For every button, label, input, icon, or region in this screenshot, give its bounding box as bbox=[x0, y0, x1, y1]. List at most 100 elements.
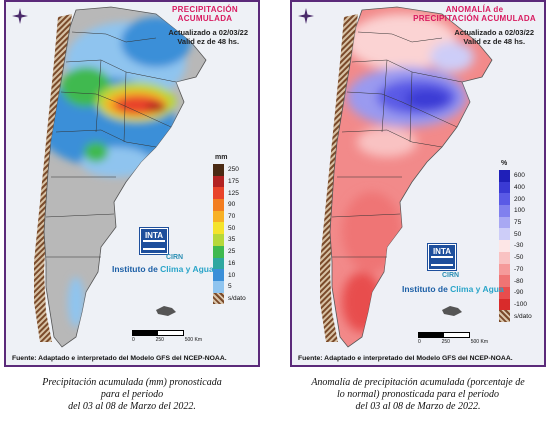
legend-row: 5 bbox=[213, 280, 252, 293]
legend-row: 175 bbox=[213, 175, 252, 188]
legend-unit: % bbox=[501, 160, 508, 167]
legend-swatch bbox=[213, 164, 224, 176]
legend-label: 250 bbox=[228, 166, 239, 174]
institute-name: Instituto de Clima y Agua bbox=[112, 264, 214, 274]
legend-label: 16 bbox=[228, 259, 236, 267]
legend-label: 10 bbox=[228, 271, 236, 279]
source-note: Fuente: Adaptado e interpretado del Mode… bbox=[12, 355, 227, 362]
legend-label: 50 bbox=[228, 224, 236, 232]
legend-swatch bbox=[499, 251, 510, 264]
legend-label: s/dato bbox=[228, 294, 246, 302]
legend-row: 400 bbox=[499, 181, 538, 194]
legend-label: 75 bbox=[514, 219, 522, 227]
cirn-label: CIRN bbox=[442, 272, 460, 279]
legend-label: -90 bbox=[514, 289, 524, 297]
map-scale: 0 250 500 Km bbox=[418, 332, 488, 345]
legend-label: 125 bbox=[228, 189, 239, 197]
province-borders bbox=[45, 31, 177, 258]
legend-swatch bbox=[499, 205, 510, 217]
legend-row: 50 bbox=[499, 228, 538, 241]
precipitation-map-panel: PRECIPITACIÓN ACUMULADA Actualizado a 02… bbox=[4, 0, 260, 367]
cirn-label: CIRN bbox=[166, 254, 184, 261]
compass-rose-icon bbox=[12, 8, 28, 24]
legend-row: -50 bbox=[499, 251, 538, 264]
legend-swatch bbox=[213, 234, 224, 246]
legend-row: 70 bbox=[213, 210, 252, 223]
legend-swatch bbox=[499, 310, 510, 322]
legend-swatch bbox=[213, 222, 224, 235]
legend-label: 600 bbox=[514, 172, 525, 180]
legend-row: 90 bbox=[213, 199, 252, 211]
legend-label: 50 bbox=[514, 230, 522, 238]
map-subtitle: Actualizado a 02/03/22 Valid ez de 48 hs… bbox=[454, 28, 534, 46]
legend-swatch bbox=[499, 240, 510, 252]
map-title: PRECIPITACIÓN ACUMULADA bbox=[172, 5, 238, 23]
legend-row: 125 bbox=[213, 187, 252, 200]
legend-swatch bbox=[213, 187, 224, 200]
precipitation-map bbox=[34, 6, 207, 348]
legend-row: -90 bbox=[499, 286, 538, 299]
legend-label: -70 bbox=[514, 265, 524, 273]
legend-row: 600 bbox=[499, 170, 538, 182]
legend-label: 25 bbox=[228, 248, 236, 256]
legend-row: s/dato bbox=[213, 292, 252, 305]
legend-swatch bbox=[499, 228, 510, 241]
institute-name: Instituto de Clima y Agua bbox=[402, 284, 504, 294]
legend-label: 100 bbox=[514, 207, 525, 215]
map-title: ANOMALÍA de PRECIPITACIÓN ACUMULADA bbox=[413, 5, 536, 23]
legend-label: 70 bbox=[228, 213, 236, 221]
falkland-islands bbox=[442, 306, 462, 316]
legend-swatch bbox=[499, 193, 510, 206]
legend-swatch bbox=[499, 263, 510, 276]
legend-swatch bbox=[213, 199, 224, 211]
legend-label: -80 bbox=[514, 277, 524, 285]
inta-logo: INTA bbox=[428, 244, 456, 270]
legend-swatch bbox=[499, 286, 510, 299]
legend-row: 250 bbox=[213, 164, 252, 176]
legend-row: 25 bbox=[213, 245, 252, 258]
legend-unit: mm bbox=[215, 154, 228, 161]
source-note: Fuente: Adaptado e interpretado del Mode… bbox=[298, 355, 513, 362]
legend-swatch bbox=[213, 245, 224, 258]
legend-row: 200 bbox=[499, 193, 538, 206]
legend-swatch bbox=[499, 181, 510, 194]
legend-label: 90 bbox=[228, 201, 236, 209]
map-subtitle: Actualizado a 02/03/22 Valid ez de 48 hs… bbox=[168, 28, 248, 46]
andes-nodata-area bbox=[320, 14, 358, 342]
legend-row: s/dato bbox=[499, 310, 538, 322]
legend-row: 50 bbox=[213, 222, 252, 235]
andes-nodata-area bbox=[34, 14, 72, 342]
legend-row: 16 bbox=[213, 257, 252, 270]
anomaly-map-panel: ANOMALÍA de PRECIPITACIÓN ACUMULADA Actu… bbox=[290, 0, 546, 367]
legend-row: -70 bbox=[499, 263, 538, 276]
legend-label: 5 bbox=[228, 283, 232, 291]
legend-row: -30 bbox=[499, 240, 538, 252]
legend-swatch bbox=[213, 280, 224, 293]
legend-label: -50 bbox=[514, 254, 524, 262]
legend-label: 175 bbox=[228, 178, 239, 186]
legend-swatch bbox=[213, 175, 224, 188]
legend-row: 35 bbox=[213, 234, 252, 246]
legend-label: -30 bbox=[514, 242, 524, 250]
legend-label: -100 bbox=[514, 300, 528, 308]
province-borders bbox=[331, 31, 463, 258]
legend-label: s/dato bbox=[514, 312, 532, 320]
legend-swatch bbox=[499, 170, 510, 182]
inta-logo: INTA bbox=[140, 228, 168, 254]
legend-row: 10 bbox=[213, 269, 252, 281]
legend-swatch bbox=[213, 210, 224, 223]
legend-row: -100 bbox=[499, 298, 538, 311]
legend-label: 400 bbox=[514, 184, 525, 192]
precipitation-field bbox=[44, 17, 191, 327]
legend-swatch bbox=[499, 298, 510, 311]
legend-row: 100 bbox=[499, 205, 538, 217]
legend-swatch bbox=[213, 269, 224, 281]
legend-row: 75 bbox=[499, 216, 538, 229]
falkland-islands bbox=[156, 306, 176, 316]
legend-label: 35 bbox=[228, 236, 236, 244]
left-caption: Precipitación acumulada (mm) pronosticad… bbox=[42, 377, 222, 412]
legend-swatch bbox=[499, 275, 510, 287]
legend-label: 200 bbox=[514, 195, 525, 203]
anomaly-legend: % 600 400 200 100 75 50 -30 -50 -70 -80 -90 -100 s/d… bbox=[499, 160, 538, 322]
right-caption: Anomalía de precipitación acumulada (por… bbox=[311, 377, 525, 412]
